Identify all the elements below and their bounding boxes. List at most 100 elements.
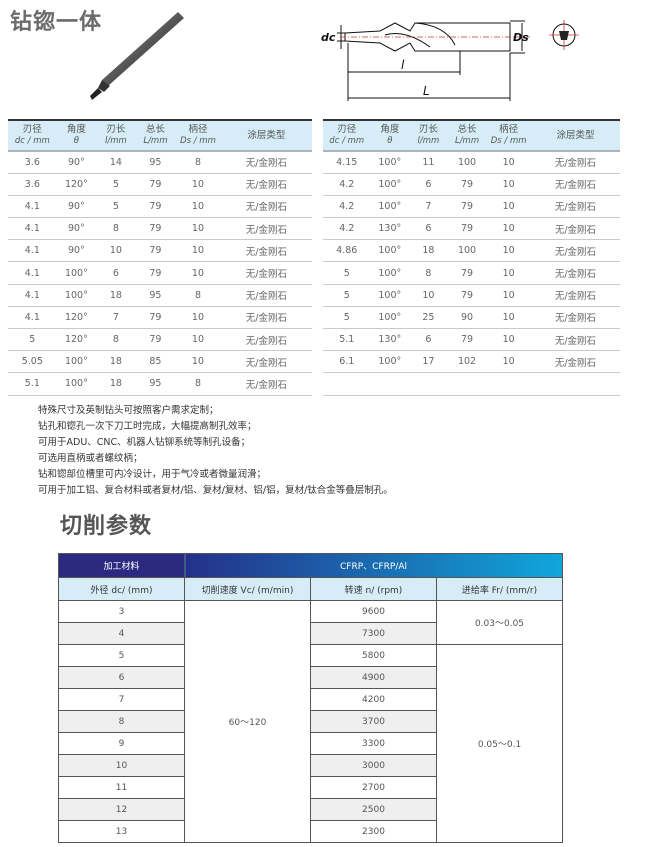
table-row: 4.2 100° 6 79 10 无/金刚石 xyxy=(323,173,620,196)
spec-cell: 4.2 xyxy=(323,217,371,241)
note-line: 钻孔和锪孔一次下刀工时完成，大幅提高制孔效率； xyxy=(38,421,257,432)
spec-cell: 7 xyxy=(96,306,136,330)
spec-cell: 10 xyxy=(486,239,531,263)
table-row: 4.1 90° 8 79 10 无/金刚石 xyxy=(8,217,312,241)
spec-cell: 79 xyxy=(447,284,487,307)
spec-cell: 4.15 xyxy=(323,151,371,174)
spec-cell: 6 xyxy=(409,217,448,241)
table-row: 5 5800 0.05～0.1 xyxy=(58,644,563,843)
spec-cell: 79 xyxy=(135,195,176,219)
spec-header-unit: θ xyxy=(73,136,79,146)
spec-cell: 4.1 xyxy=(8,261,57,285)
table-row: 5 100° 10 79 10 无/金刚石 xyxy=(323,284,620,307)
spec-cell: 10 xyxy=(409,284,448,307)
table-row: 7 4200 xyxy=(58,688,563,711)
spec-cell: 无/金刚石 xyxy=(220,217,312,241)
spec-cell: 100° xyxy=(56,350,97,374)
spec-cell: 130° xyxy=(370,217,410,241)
spec-cell: 10 xyxy=(486,173,531,196)
dc-cell: 9 xyxy=(58,732,185,755)
spec-cell: 无/金刚石 xyxy=(530,217,620,241)
spec-cell: 8 xyxy=(175,151,221,174)
spec-cell: 4.1 xyxy=(8,239,57,263)
spec-cell: 4.1 xyxy=(8,217,57,241)
table-row: 5.1 130° 6 79 10 无/金刚石 xyxy=(323,328,620,352)
spec-cell: 100° xyxy=(370,350,410,374)
spec-header-unit: θ xyxy=(387,136,393,146)
spec-cell: 3.6 xyxy=(8,151,57,174)
spec-cell: 5 xyxy=(8,328,57,352)
spec-cell: 79 xyxy=(135,239,176,263)
spec-header: 角度 θ xyxy=(370,119,410,152)
spec-header-cn: 角度 xyxy=(380,124,400,135)
spec-cell: 无/金刚石 xyxy=(220,306,312,330)
spec-cell: 5.1 xyxy=(8,372,57,396)
spec-cell: 100° xyxy=(370,151,410,174)
rpm-cell: 3700 xyxy=(310,710,437,733)
spec-cell: 79 xyxy=(135,306,176,330)
spec-cell: 无/金刚石 xyxy=(220,350,312,374)
spec-header: 涂层类型 xyxy=(530,119,620,152)
spec-cell: 无/金刚石 xyxy=(220,284,312,307)
spec-header-cn: 涂层类型 xyxy=(556,130,595,141)
spec-cell: 18 xyxy=(409,239,448,263)
spec-header: 涂层类型 xyxy=(220,119,312,152)
spec-header-cn: 涂层类型 xyxy=(247,130,286,141)
table-row: 6 4900 xyxy=(58,666,563,689)
spec-cell: 120° xyxy=(56,328,97,352)
spec-header: 角度 θ xyxy=(56,119,97,152)
spec-header: 柄径 Ds / mm xyxy=(175,119,221,152)
spec-cell: 无/金刚石 xyxy=(530,284,620,307)
spec-cell: 10 xyxy=(486,151,531,174)
spec-cell: 18 xyxy=(96,372,136,396)
spec-table-right: 刃径 dc / mm 角度 θ 刃长 l/mm 总长 L/mm 柄径 Ds / mm 涂层类型 4.1… xyxy=(323,119,620,396)
note-line: 可选用直柄或者螺纹柄； xyxy=(38,453,143,464)
spec-cell: 11 xyxy=(409,151,448,174)
spec-header-cn: 刃径 xyxy=(337,124,357,135)
spec-cell: 79 xyxy=(447,195,487,219)
table-row: 4.15 100° 11 100 10 无/金刚石 xyxy=(323,151,620,174)
rpm-cell: 2500 xyxy=(310,798,437,821)
table-row: 3 60～120 9600 0.03～0.05 xyxy=(58,600,563,843)
L-label: L xyxy=(423,84,430,98)
spec-cell: 79 xyxy=(135,173,176,196)
spec-cell: 8 xyxy=(409,261,448,285)
dc-cell: 11 xyxy=(58,776,185,799)
spec-cell: 无/金刚石 xyxy=(530,328,620,352)
spec-cell: 无/金刚石 xyxy=(220,151,312,174)
spec-cell: 120° xyxy=(56,173,97,196)
spec-cell: 10 xyxy=(175,195,221,219)
spec-cell: 5 xyxy=(323,261,371,285)
table-row: 3.6 120° 5 79 10 无/金刚石 xyxy=(8,173,312,196)
dc-label: dc xyxy=(321,31,336,44)
table-row: 5 100° 25 90 10 无/金刚石 xyxy=(323,306,620,330)
spec-cell: 90° xyxy=(56,151,97,174)
spec-cell: 无/金刚石 xyxy=(530,239,620,263)
spec-cell: 17 xyxy=(409,350,448,374)
page-title: 钻锪一体 xyxy=(10,10,103,35)
spec-header-cn: 总长 xyxy=(145,124,165,135)
spec-table-left: 刃径 dc / mm 角度 θ 刃长 l/mm 总长 L/mm 柄径 Ds / mm 涂层类型 3.6… xyxy=(8,119,312,396)
spec-cell: 10 xyxy=(175,261,221,285)
header-dc: 外径 dc/ (mm) xyxy=(58,577,185,601)
spec-cell: 90° xyxy=(56,239,97,263)
spec-cell: 10 xyxy=(175,239,221,263)
spec-cell: 95 xyxy=(135,151,176,174)
spec-cell: 100° xyxy=(370,173,410,196)
dc-cell: 4 xyxy=(58,622,185,645)
table-row: 5.1 100° 18 95 8 无/金刚石 xyxy=(8,372,312,396)
spec-cell: 100° xyxy=(370,195,410,219)
spec-header-cn: 角度 xyxy=(66,124,86,135)
spec-cell: 85 xyxy=(135,350,176,374)
rpm-cell: 4200 xyxy=(310,688,437,711)
table-row: 4.2 130° 6 79 10 无/金刚石 xyxy=(323,217,620,241)
spec-header-row: 刃径 dc / mm 角度 θ 刃长 l/mm 总长 L/mm 柄径 Ds / mm 涂层类型 xyxy=(323,119,620,152)
dc-cell: 6 xyxy=(58,666,185,689)
table-row: 9 3300 xyxy=(58,732,563,755)
table-row: 4.1 90° 5 79 10 无/金刚石 xyxy=(8,195,312,219)
header-fr: 进给率 Fr/ (mm/r) xyxy=(436,577,563,601)
rpm-cell: 2700 xyxy=(310,776,437,799)
note-line: 特殊尺寸及英制钻头可按照客户需求定制； xyxy=(38,405,219,416)
dc-cell: 12 xyxy=(58,798,185,821)
material-label: 加工材料 xyxy=(58,553,185,578)
